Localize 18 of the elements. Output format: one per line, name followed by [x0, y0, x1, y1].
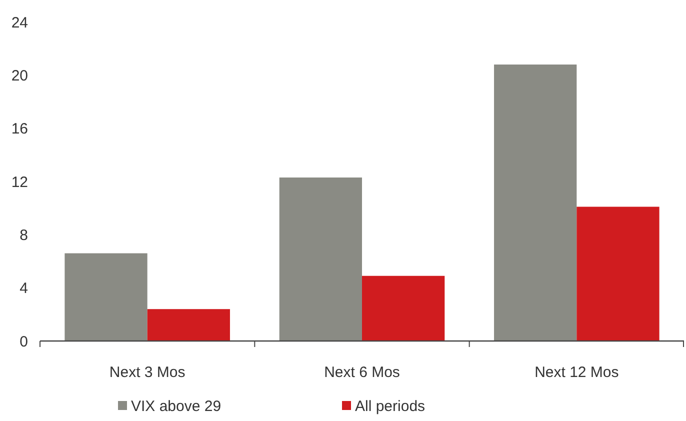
y-tick-label: 20: [11, 67, 28, 84]
bar: [279, 178, 362, 341]
bar: [147, 309, 230, 341]
y-tick-label: 24: [11, 14, 28, 32]
x-tick-label: Next 3 Mos: [109, 364, 186, 381]
bar: [576, 206, 660, 341]
bar: [494, 64, 577, 341]
x-tick-label: Next 6 Mos: [324, 364, 400, 381]
x-tick-label: Next 12 Mos: [534, 364, 619, 381]
y-tick-label: 0: [20, 333, 28, 350]
y-tick-label: 8: [20, 226, 28, 244]
legend-label: VIX above 29: [131, 398, 222, 415]
bar: [64, 253, 148, 341]
legend-label: All periods: [355, 398, 426, 415]
bar: [362, 276, 445, 341]
y-tick-label: 4: [20, 280, 28, 298]
y-tick-label: 12: [11, 174, 28, 191]
y-tick-label: 16: [11, 120, 28, 138]
